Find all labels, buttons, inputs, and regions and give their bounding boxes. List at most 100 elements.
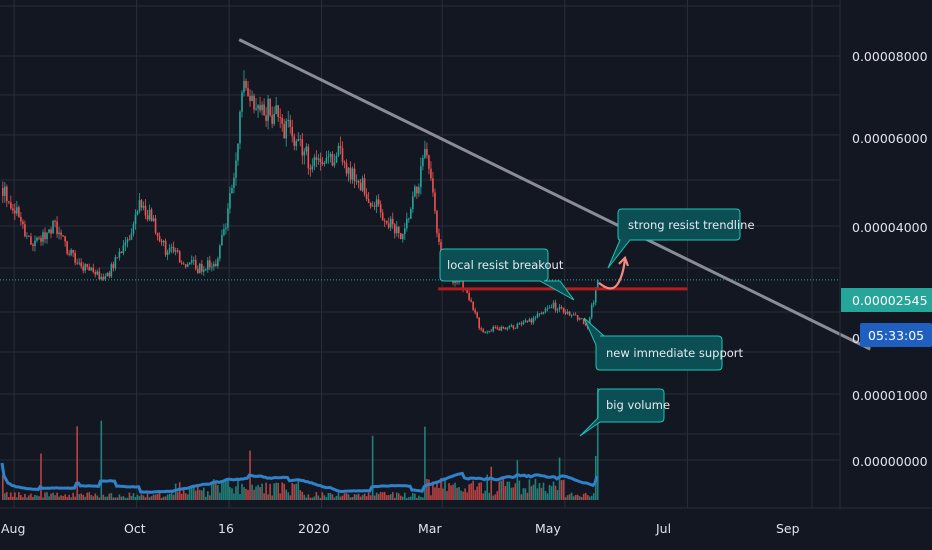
candle-body <box>243 80 245 93</box>
volume-bar <box>399 495 402 500</box>
candle-body <box>249 96 251 101</box>
volume-bar <box>391 492 394 500</box>
volume-bar <box>562 479 565 500</box>
volume-bar <box>14 492 16 500</box>
candle-body <box>558 306 561 310</box>
volume-bar <box>289 495 292 500</box>
candle-body <box>522 322 525 325</box>
volume-bar <box>48 496 50 500</box>
candle-body <box>30 236 32 245</box>
candle-body <box>395 226 398 234</box>
candle-body <box>458 280 460 283</box>
volume-bar <box>311 497 314 500</box>
candle-body <box>532 317 535 323</box>
candle-body <box>432 178 434 193</box>
volume-bar <box>104 496 107 500</box>
grid-lines <box>0 0 840 508</box>
resistance-trendline[interactable] <box>238 38 871 351</box>
volume-bar <box>136 494 139 500</box>
candle-body <box>516 323 519 329</box>
candle-body <box>510 325 513 327</box>
candle-body <box>213 263 215 267</box>
volume-bar <box>542 482 545 500</box>
candle-body <box>60 232 62 236</box>
volume-bar <box>22 497 24 500</box>
volume-bar <box>44 492 46 500</box>
volume-bar <box>552 481 555 500</box>
candle-body <box>399 233 402 240</box>
candle-body <box>10 202 12 209</box>
candle-body <box>512 325 515 329</box>
volume-bar <box>544 491 547 500</box>
volume-bar <box>70 497 72 500</box>
candle-body <box>94 272 97 275</box>
y-tick-label: 0.00006000 <box>852 131 928 146</box>
volume-bar <box>16 497 18 500</box>
candle-body <box>401 233 404 240</box>
callout-immediate-support[interactable]: new immediate support <box>583 317 744 371</box>
candle-body <box>180 262 183 264</box>
candle-body <box>524 320 527 323</box>
volume-bar <box>182 487 185 500</box>
volume-bar <box>156 493 159 500</box>
candle-body <box>26 235 28 237</box>
candle-body <box>486 331 489 333</box>
candle-body <box>273 113 275 124</box>
volume-bar <box>60 495 62 500</box>
candle-body <box>379 204 382 213</box>
candle-body <box>418 187 420 194</box>
candle-body <box>570 314 573 316</box>
volume-bar <box>442 488 444 500</box>
callout-local-resist[interactable]: local resist breakout <box>439 248 575 301</box>
candle-body <box>44 232 46 240</box>
volume-bar <box>387 495 390 500</box>
volume-bar <box>110 493 113 500</box>
volume-bar <box>42 497 44 500</box>
candle-body <box>311 165 314 170</box>
candle-body <box>261 104 263 111</box>
volume-bar <box>116 497 119 500</box>
candle-body <box>327 156 330 158</box>
candle-body <box>287 119 290 121</box>
price-axis[interactable]: 0.00008000 0.00006000 0.00004000 0.00001… <box>852 49 928 469</box>
candle-body <box>74 252 76 263</box>
candle-body <box>562 307 565 313</box>
callout-strong-resist[interactable]: strong resist trendline <box>607 208 755 269</box>
volume-bar <box>50 493 52 500</box>
volume-bar <box>578 496 581 500</box>
volume-bar <box>359 496 362 500</box>
volume-bar <box>213 479 215 500</box>
volume-bar <box>315 492 318 500</box>
volume-bar <box>450 485 452 500</box>
candle-body <box>168 247 171 252</box>
volume-bar <box>313 496 316 500</box>
breakout-arrow[interactable] <box>598 258 627 290</box>
time-axis[interactable]: Aug Oct 16 2020 Mar May Jul Sep <box>1 521 800 536</box>
candle-body <box>50 229 52 234</box>
volume-bar <box>243 487 245 500</box>
candle-body <box>554 302 557 311</box>
volume-bar <box>255 486 257 500</box>
candle-body <box>102 276 105 280</box>
callout-big-volume[interactable]: big volume <box>579 388 670 437</box>
volume-bar <box>480 482 482 500</box>
volume-bar <box>385 495 388 500</box>
volume-bar <box>253 489 255 500</box>
volume-bar <box>120 496 123 500</box>
candle-body <box>241 92 243 112</box>
candle-body <box>217 258 219 267</box>
candle-body <box>285 120 288 139</box>
candle-body <box>375 199 378 207</box>
volume-bar <box>215 480 217 500</box>
candle-body <box>422 157 424 167</box>
volume-bar <box>373 495 376 500</box>
candle-body <box>88 266 91 271</box>
candle-body <box>48 229 50 233</box>
candle-body <box>251 95 253 101</box>
volume-bar <box>486 474 489 500</box>
last-price-marker[interactable]: 0.00002545 05:33:05 <box>841 288 932 347</box>
candle-body <box>381 212 384 221</box>
candle-body <box>116 257 119 259</box>
candle-body <box>371 205 374 207</box>
